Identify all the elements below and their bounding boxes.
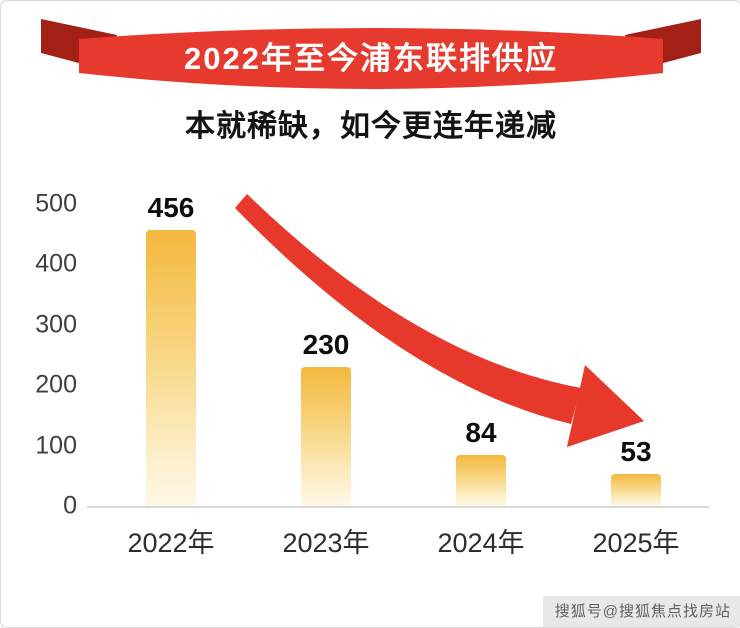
ribbon-band bbox=[79, 28, 663, 89]
bar-2024年 bbox=[456, 455, 506, 506]
bar-value-label: 53 bbox=[620, 436, 652, 467]
bar-2025年 bbox=[611, 474, 661, 506]
x-axis-label: 2024年 bbox=[437, 528, 525, 558]
banner-ribbon: 2022年至今浦东联排供应 bbox=[41, 19, 701, 89]
y-axis-tick: 0 bbox=[63, 491, 77, 520]
bar-value-label: 456 bbox=[147, 192, 195, 223]
bar-2023年 bbox=[301, 367, 351, 506]
x-axis-label: 2025年 bbox=[592, 528, 680, 558]
x-axis-line bbox=[87, 506, 709, 508]
y-axis-tick: 400 bbox=[35, 249, 77, 278]
bar-value-label: 84 bbox=[465, 417, 497, 448]
y-axis-tick: 300 bbox=[35, 310, 77, 338]
y-axis-tick: 500 bbox=[35, 189, 77, 217]
y-axis-tick: 100 bbox=[35, 431, 77, 459]
x-axis-label: 2022年 bbox=[127, 528, 215, 558]
chart-subtitle: 本就稀缺，如今更连年递减 bbox=[185, 110, 557, 143]
watermark: 搜狐号@搜狐焦点找房站 bbox=[542, 596, 740, 627]
banner-title: 2022年至今浦东联排供应 bbox=[184, 41, 558, 76]
x-axis-label: 2023年 bbox=[282, 528, 370, 558]
bar-2022年 bbox=[146, 230, 196, 506]
y-axis-tick: 200 bbox=[35, 370, 77, 399]
bar-value-label: 230 bbox=[302, 329, 350, 360]
